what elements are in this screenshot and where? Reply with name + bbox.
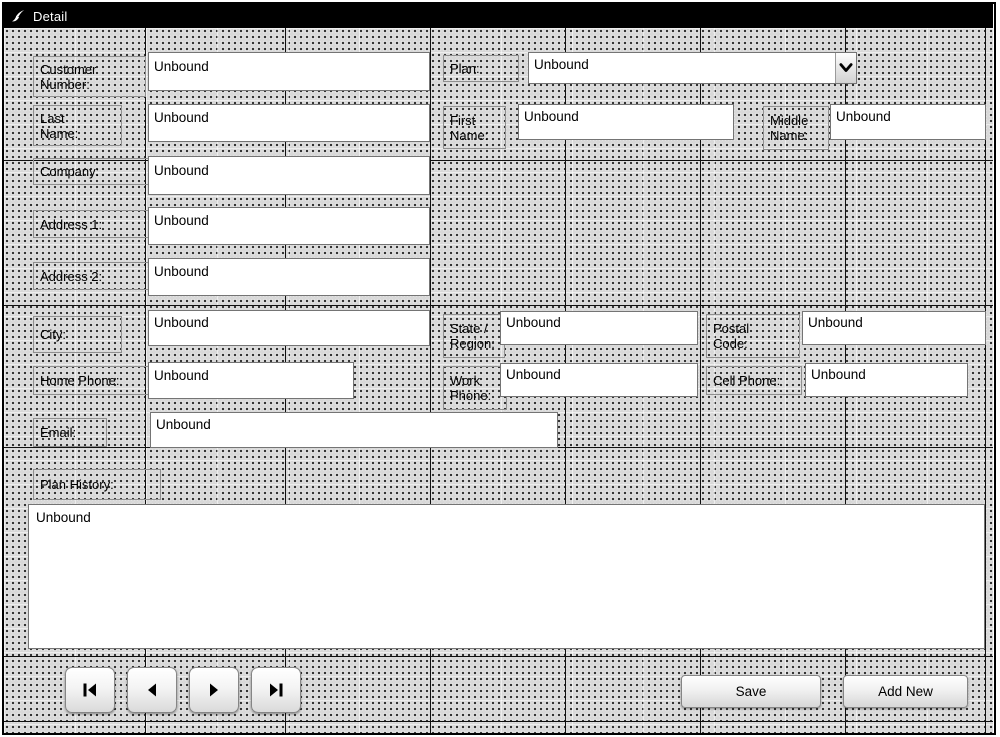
grid-line-horizontal [4,656,993,657]
last-record-icon [270,683,283,697]
grid-line-vertical [700,28,701,733]
last-name-input[interactable] [148,104,430,142]
section-title: Detail [33,8,68,24]
middle-name-label: Middle Name: [763,106,829,150]
previous-record-button[interactable] [127,667,177,713]
cell-phone-input[interactable] [805,363,968,397]
address2-label: Address 2: [33,262,151,290]
address1-input[interactable] [148,207,430,245]
plan-combobox-dropdown-button[interactable] [835,53,856,83]
detail-section-bar: Detail [4,4,993,28]
grid-line-vertical [145,28,146,733]
city-label: City: [33,316,122,353]
first-name-label: First Name: [443,106,506,149]
next-record-icon [210,683,218,697]
plan-label: Plan: [443,55,519,82]
last-record-button[interactable] [251,667,301,713]
postal-code-input[interactable] [802,311,986,345]
middle-name-input[interactable] [830,104,986,140]
email-input[interactable] [150,412,558,448]
postal-code-label: Postal Code: [706,314,800,358]
plan-history-textarea[interactable]: Unbound [28,504,985,649]
customer-number-label: Customer Number: [33,56,146,97]
first-record-icon [83,683,96,697]
form-section-icon [11,9,25,21]
home-phone-label: Home Phone: [33,366,152,395]
add-new-button[interactable]: Add New [843,675,968,708]
grid-line-horizontal [4,160,993,161]
state-region-label: State / Region: [443,314,505,358]
company-input[interactable] [148,156,430,195]
state-region-input[interactable] [500,311,698,345]
work-phone-input[interactable] [500,363,698,397]
company-label: Company: [33,158,151,185]
save-button[interactable]: Save [681,675,821,708]
plan-combobox-value: Unbound [534,57,589,72]
customer-number-input[interactable] [148,52,430,91]
dropdown-arrow-icon [839,63,853,72]
last-name-label: Last Name: [33,105,122,146]
grid-line-vertical [430,28,431,733]
grid-line-horizontal [4,305,993,306]
city-input[interactable] [148,310,430,346]
plan-combobox[interactable]: Unbound [528,52,857,84]
cell-phone-label: Cell Phone: [706,366,802,395]
first-name-input[interactable] [518,104,734,140]
home-phone-input[interactable] [148,362,354,399]
grid-line-vertical [985,28,986,733]
work-phone-label: Work Phone: [443,366,507,410]
email-label: Email: [33,418,107,447]
plan-history-label: Plan History: [33,469,161,500]
grid-line-horizontal [4,721,993,722]
previous-record-icon [148,683,156,697]
first-record-button[interactable] [65,667,115,713]
address1-label: Address 1: [33,210,151,238]
next-record-button[interactable] [189,667,239,713]
address2-input[interactable] [148,258,430,296]
